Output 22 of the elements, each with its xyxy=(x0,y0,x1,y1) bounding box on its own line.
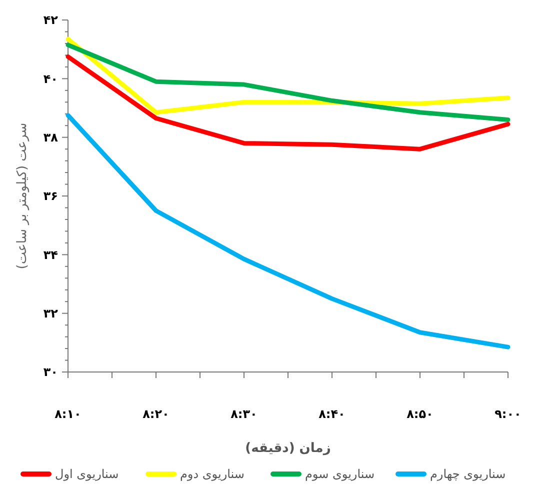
y-tick-label: ۳۰ xyxy=(43,365,58,380)
line-series xyxy=(66,113,510,350)
y-tick-label: ۳۲ xyxy=(43,306,59,321)
legend-label: سناریوی سوم xyxy=(305,467,375,482)
legend-label: سناریوی دوم xyxy=(180,467,244,482)
line-series xyxy=(66,54,510,152)
y-tick-label: ۴۰ xyxy=(43,72,58,86)
y-tick-label: ۳۸ xyxy=(43,130,59,145)
x-tick-label: ۸:۱۰ xyxy=(54,407,82,421)
x-tick-label: ۹:۰۰ xyxy=(494,407,522,421)
x-tick-label: ۸:۲۰ xyxy=(142,407,170,421)
y-axis-title: سرعت (کیلومتر بر ساعت) xyxy=(15,122,30,270)
x-tick-label: ۸:۵۰ xyxy=(406,407,434,421)
x-axis-title: زمان (دقیقه) xyxy=(245,441,331,456)
legend-label: سناریوی چهارم xyxy=(430,467,506,482)
y-tick-label: ۳۶ xyxy=(43,189,58,204)
x-tick-label: ۸:۴۰ xyxy=(318,407,346,421)
y-tick-label: ۴۲ xyxy=(43,13,59,28)
y-tick-label: ۳۴ xyxy=(43,248,58,262)
line-series xyxy=(66,42,510,122)
x-tick-label: ۸:۳۰ xyxy=(230,407,258,421)
legend-label: سناریوی اول xyxy=(55,467,119,482)
